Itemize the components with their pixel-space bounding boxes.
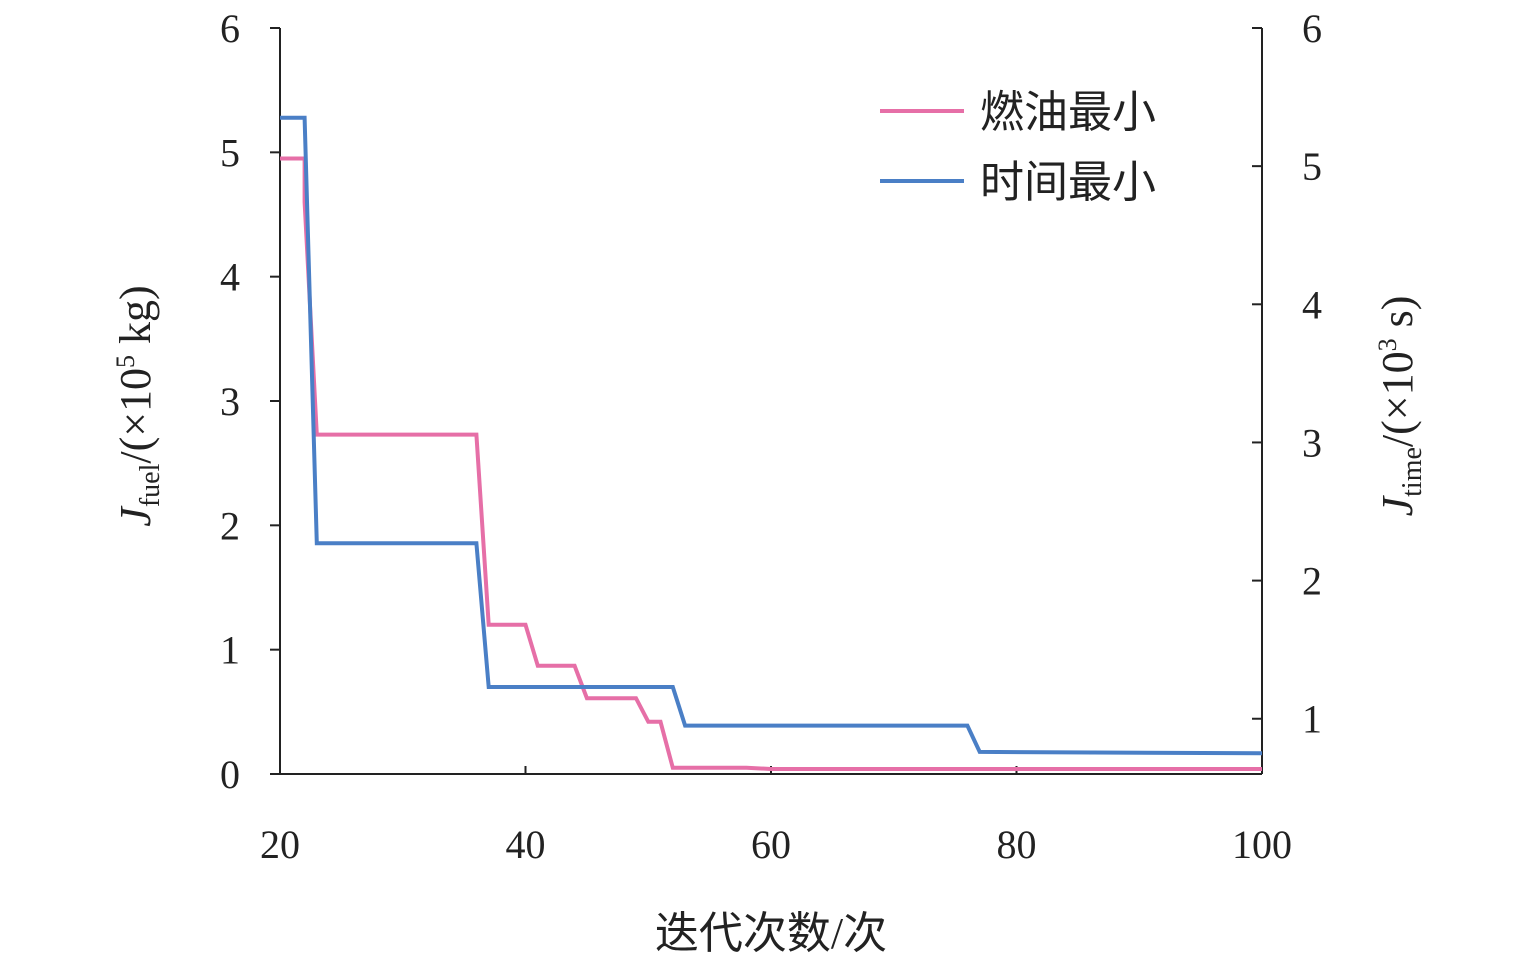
- left-y-label-sup: 5: [111, 355, 140, 368]
- right-y-tick-label: 1: [1302, 697, 1322, 742]
- x-tick-label: 80: [997, 822, 1037, 867]
- right-y-label-sup: 3: [1373, 338, 1402, 351]
- left-y-axis-ticks: 0 1 2 3 4 5 6: [220, 6, 280, 797]
- right-y-label-prefix: /(×10: [1373, 351, 1422, 447]
- series-line-0: [280, 156, 1262, 771]
- left-y-tick-label: 3: [220, 379, 240, 424]
- x-tick-label: 100: [1232, 822, 1292, 867]
- x-axis-label: 迭代次数/次: [655, 909, 887, 958]
- axes: [279, 28, 1263, 775]
- x-tick-label: 20: [260, 822, 300, 867]
- series-line-1: [280, 115, 1263, 756]
- right-y-tick-label: 4: [1302, 282, 1322, 327]
- right-y-label-suffix: s): [1373, 296, 1422, 339]
- right-y-tick-label: 2: [1302, 559, 1322, 604]
- right-y-axis-ticks: 1 2 3 4 5 6: [1252, 6, 1322, 742]
- left-y-tick-label: 4: [220, 255, 240, 300]
- right-y-axis-label: Jtime/(×103 s): [1373, 296, 1428, 517]
- right-y-tick-label: 6: [1302, 6, 1322, 51]
- x-tick-label: 60: [751, 822, 791, 867]
- left-y-label-prefix: /(×10: [111, 368, 160, 464]
- left-y-label-suffix: kg): [111, 285, 160, 355]
- x-axis-ticks: 20 40 60 80 100: [260, 766, 1292, 867]
- right-y-tick-label: 5: [1302, 144, 1322, 189]
- legend-label-fuel: 燃油最小: [980, 87, 1156, 138]
- left-y-tick-label: 0: [220, 752, 240, 797]
- left-y-label-sub: fuel: [135, 463, 166, 507]
- legend-label-time: 时间最小: [980, 157, 1156, 208]
- left-y-label-main: J: [111, 505, 160, 527]
- left-y-tick-label: 1: [220, 628, 240, 673]
- left-y-tick-label: 6: [220, 6, 240, 51]
- left-y-axis-label: Jfuel/(×105 kg): [111, 285, 166, 526]
- left-y-tick-label: 2: [220, 503, 240, 548]
- series-layer: [280, 115, 1263, 771]
- legend: 燃油最小 时间最小: [880, 87, 1156, 208]
- right-y-label-main: J: [1373, 494, 1422, 516]
- right-y-tick-label: 3: [1302, 420, 1322, 465]
- x-tick-label: 40: [506, 822, 546, 867]
- left-y-tick-label: 5: [220, 130, 240, 175]
- right-y-label-sub: time: [1397, 447, 1428, 497]
